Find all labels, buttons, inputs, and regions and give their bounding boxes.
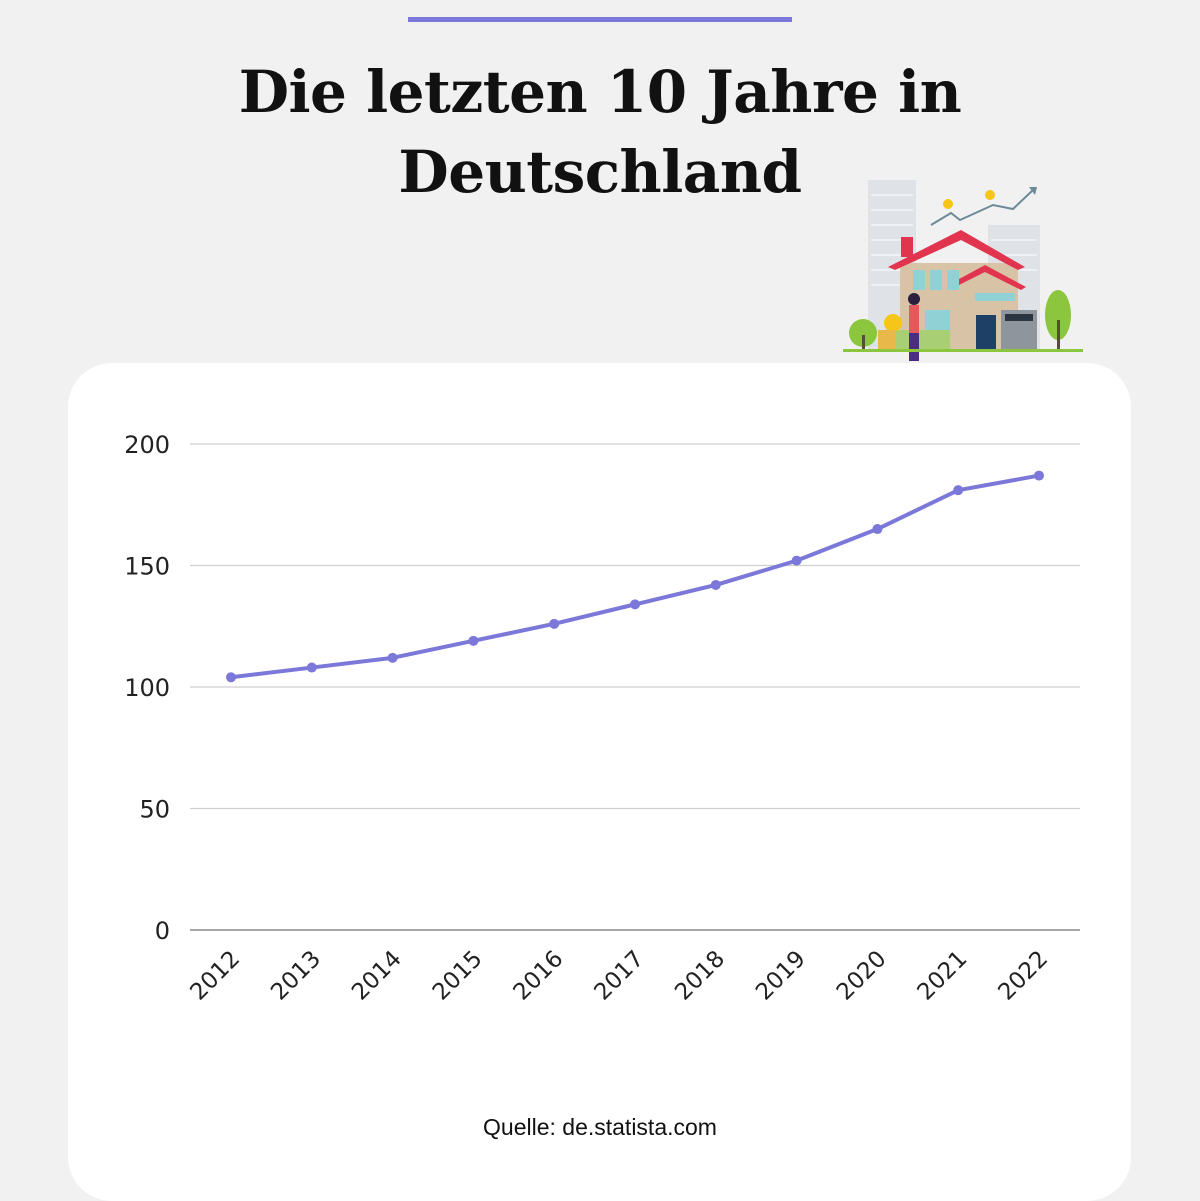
- chart-card: [68, 363, 1131, 1201]
- data-point: [872, 524, 883, 535]
- data-point: [791, 555, 802, 566]
- data-point: [468, 635, 479, 646]
- series-line: [230, 473, 1040, 680]
- x-tick-label: 2019: [751, 946, 811, 1006]
- house-illustration-icon: [843, 180, 1083, 361]
- data-point: [1034, 470, 1044, 481]
- x-tick-label: 2021: [913, 946, 973, 1006]
- data-point: [953, 485, 964, 496]
- title-line-1: Die letzten 10 Jahre in: [238, 58, 962, 126]
- x-tick-label: 2014: [347, 946, 407, 1006]
- y-tick-label: 100: [124, 674, 170, 702]
- x-tick-label: 2013: [266, 946, 326, 1006]
- x-tick-label: 2020: [832, 946, 892, 1006]
- x-tick-label: 2018: [670, 946, 730, 1006]
- x-tick-label: 2012: [185, 946, 245, 1006]
- title-line-2: Deutschland: [398, 138, 802, 206]
- y-tick-label: 50: [139, 796, 170, 824]
- y-tick-label: 200: [124, 431, 170, 459]
- data-point: [549, 618, 560, 629]
- y-tick-label: 150: [124, 553, 170, 581]
- data-point: [306, 662, 317, 673]
- data-point: [226, 672, 236, 683]
- accent-divider: [408, 17, 792, 22]
- source-note: Quelle: de.statista.com: [483, 1114, 717, 1140]
- x-tick-label: 2022: [993, 946, 1053, 1006]
- y-tick-label: 0: [155, 917, 170, 945]
- data-point: [710, 579, 721, 590]
- x-tick-label: 2016: [509, 946, 569, 1006]
- data-point: [630, 599, 640, 610]
- x-tick-label: 2015: [428, 946, 488, 1006]
- x-tick-label: 2017: [589, 946, 649, 1006]
- page-title: Die letzten 10 Jahre in Deutschland: [0, 52, 1200, 212]
- data-point: [387, 652, 398, 663]
